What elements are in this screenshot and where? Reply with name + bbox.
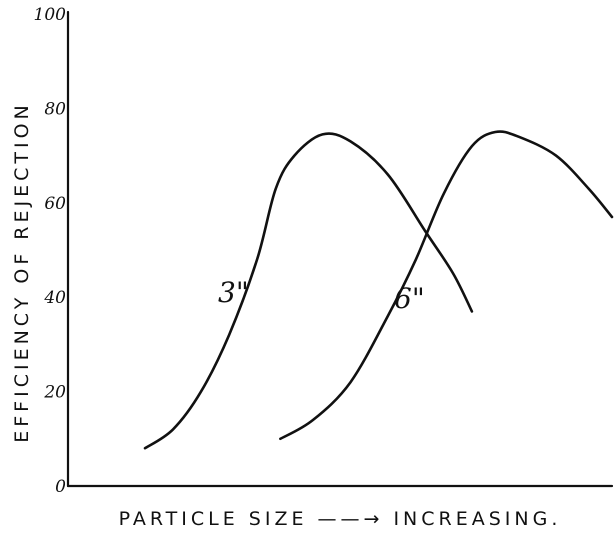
series-label-6in: 6" xyxy=(394,282,425,315)
x-axis-title: PARTICLE SIZE ——→ INCREASING. xyxy=(119,508,562,530)
y-tick-label-100: 100 xyxy=(34,5,67,25)
series-label-3in: 3" xyxy=(218,276,249,309)
series-group xyxy=(143,130,614,450)
y-tick-label-60: 60 xyxy=(44,194,66,214)
y-axis-title: EFFICIENCY OF REJECTION xyxy=(11,101,33,443)
axes xyxy=(66,10,614,488)
series-labels: 3" 6" xyxy=(218,276,425,315)
series-line-6in xyxy=(279,130,614,441)
series-line-3in xyxy=(143,132,474,450)
y-tick-label-80: 80 xyxy=(44,99,66,119)
y-tick-labels: 0 20 40 60 80 100 xyxy=(34,5,67,497)
y-tick-label-20: 20 xyxy=(43,383,66,403)
y-tick-label-40: 40 xyxy=(43,288,66,308)
y-tick-label-0: 0 xyxy=(55,477,66,497)
